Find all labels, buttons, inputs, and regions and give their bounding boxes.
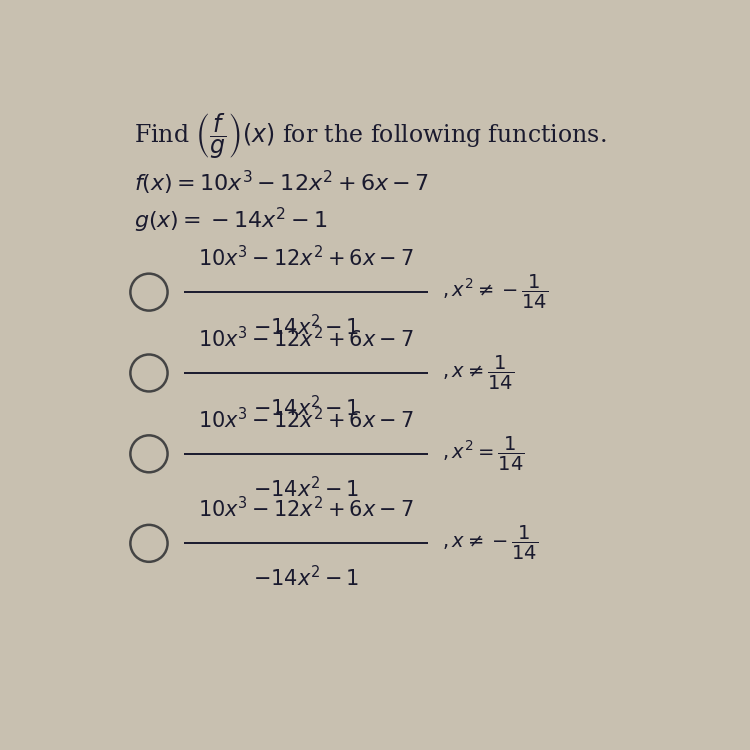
- Text: $10x^3 - 12x^2 + 6x - 7$: $10x^3 - 12x^2 + 6x - 7$: [198, 496, 414, 521]
- Text: Find $\left(\dfrac{f}{g}\right)(x)$ for the following functions.: Find $\left(\dfrac{f}{g}\right)(x)$ for …: [134, 112, 607, 161]
- Text: $10x^3 - 12x^2 + 6x - 7$: $10x^3 - 12x^2 + 6x - 7$: [198, 406, 414, 432]
- Text: $-14x^2 - 1$: $-14x^2 - 1$: [253, 476, 359, 501]
- Text: $10x^3 - 12x^2 + 6x - 7$: $10x^3 - 12x^2 + 6x - 7$: [198, 326, 414, 351]
- Text: $, x^2 = \dfrac{1}{14}$: $, x^2 = \dfrac{1}{14}$: [442, 435, 525, 472]
- Text: $, x^2 \neq -\dfrac{1}{14}$: $, x^2 \neq -\dfrac{1}{14}$: [442, 273, 549, 311]
- Text: $-14x^2 - 1$: $-14x^2 - 1$: [253, 395, 359, 420]
- Text: $, x \neq -\dfrac{1}{14}$: $, x \neq -\dfrac{1}{14}$: [442, 524, 538, 562]
- Text: $-14x^2 - 1$: $-14x^2 - 1$: [253, 314, 359, 339]
- Text: $f(x) = 10x^3 - 12x^2 + 6x - 7$: $f(x) = 10x^3 - 12x^2 + 6x - 7$: [134, 168, 430, 196]
- Text: $, x \neq \dfrac{1}{14}$: $, x \neq \dfrac{1}{14}$: [442, 354, 514, 392]
- Text: $g(x) = -14x^2 - 1$: $g(x) = -14x^2 - 1$: [134, 206, 328, 235]
- Text: $-14x^2 - 1$: $-14x^2 - 1$: [253, 566, 359, 590]
- Text: $10x^3 - 12x^2 + 6x - 7$: $10x^3 - 12x^2 + 6x - 7$: [198, 245, 414, 270]
